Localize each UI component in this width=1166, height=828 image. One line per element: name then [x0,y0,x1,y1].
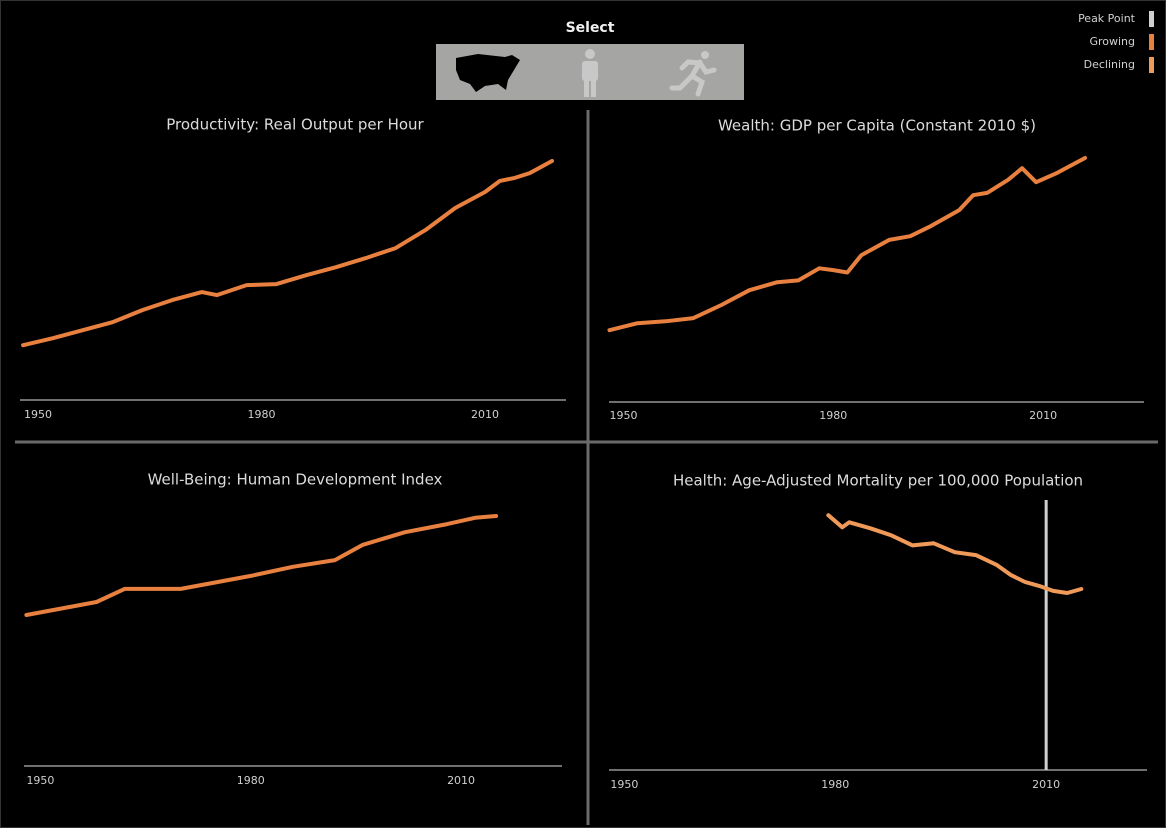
person-icon[interactable] [582,49,598,97]
x-tick-label: 1980 [237,774,265,787]
x-tick-label: 2010 [1032,778,1060,791]
selector[interactable] [436,44,744,100]
legend-label: Peak Point [1078,12,1136,25]
x-tick-label: 2010 [447,774,475,787]
legend-label: Growing [1089,35,1135,48]
x-tick-label: 1980 [819,409,847,422]
x-tick-label: 1980 [821,778,849,791]
map-icon[interactable] [456,54,520,92]
legend-swatch [1149,57,1154,73]
x-tick-label: 1950 [26,774,54,787]
chart-title: Health: Age-Adjusted Mortality per 100,0… [673,472,1083,490]
x-tick-label: 1950 [609,409,637,422]
x-tick-label: 1980 [248,408,276,421]
legend-swatch [1149,11,1154,27]
x-tick-label: 2010 [471,408,499,421]
data-line [21,159,554,348]
data-line [607,156,1087,333]
x-tick-label: 1950 [24,408,52,421]
chart-title: Wealth: GDP per Capita (Constant 2010 $) [718,117,1036,135]
chart-title: Productivity: Real Output per Hour [166,116,424,134]
legend-label: Declining [1084,58,1135,71]
runner-icon[interactable] [669,51,717,97]
chart-title: Well-Being: Human Development Index [148,471,443,489]
x-tick-label: 1950 [610,778,638,791]
data-line [24,514,499,617]
data-line [826,513,1084,595]
selector-title: Select [566,20,615,36]
legend-swatch [1149,34,1154,50]
x-tick-label: 2010 [1029,409,1057,422]
